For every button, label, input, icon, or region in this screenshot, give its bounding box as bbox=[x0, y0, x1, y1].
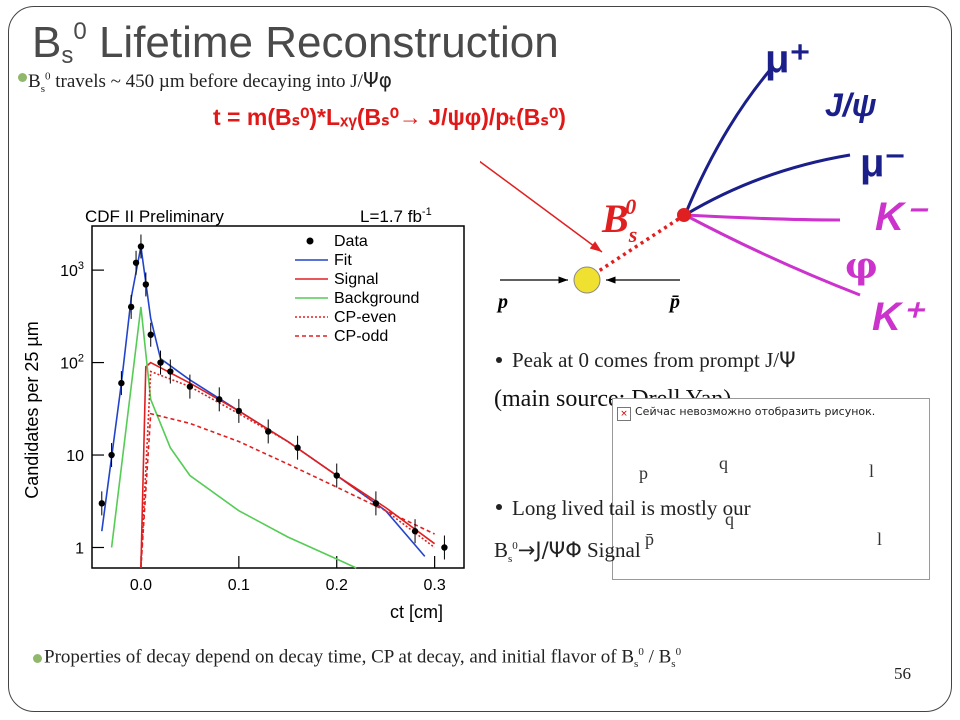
mu-plus-track bbox=[683, 69, 772, 216]
feynman-label: l bbox=[877, 529, 883, 549]
legend-label: CP-even bbox=[334, 309, 396, 326]
y-tick-label: 103 bbox=[60, 260, 84, 280]
bullet-dot bbox=[496, 504, 502, 510]
bs-label: Bs0 bbox=[601, 194, 637, 247]
signal-text: Bs0→J/ΨΦ Signal bbox=[494, 538, 641, 566]
data-point bbox=[186, 383, 194, 390]
data-point bbox=[137, 243, 145, 250]
data-point bbox=[411, 528, 419, 535]
data-point bbox=[265, 428, 272, 435]
bs-flight bbox=[587, 216, 681, 280]
y-tick-label: 102 bbox=[60, 353, 84, 373]
pointer-arrow bbox=[480, 160, 603, 253]
plot-header-left: CDF II Preliminary bbox=[85, 207, 224, 226]
data-point bbox=[157, 359, 164, 366]
data-point bbox=[441, 544, 448, 551]
x-tick-label: 0.0 bbox=[130, 577, 152, 594]
k-minus-label: K⁻ bbox=[875, 195, 929, 239]
proton-label: p bbox=[496, 291, 508, 313]
broken-image-alt-text: Сейчас невозможно отобразить рисунок. bbox=[635, 405, 876, 418]
decay-properties-text: Properties of decay depend on decay time… bbox=[44, 646, 682, 671]
plot-legend: Data Fit Signal Background CP-even CP-odd bbox=[295, 233, 419, 345]
series-cp-odd-curve bbox=[140, 412, 435, 569]
data-point bbox=[108, 451, 115, 459]
mu-minus-label: μ⁻ bbox=[860, 141, 906, 185]
data-point bbox=[118, 379, 125, 387]
mu-plus-label: μ⁺ bbox=[765, 37, 811, 81]
plot-header-right: L=1.7 fb-1 bbox=[360, 206, 432, 226]
data-point bbox=[147, 331, 154, 338]
y-ticks: 1 10 102 103 bbox=[60, 260, 104, 557]
legend-label: Data bbox=[334, 233, 368, 250]
plot-points bbox=[98, 234, 448, 560]
legend-marker bbox=[306, 237, 314, 245]
feynman-label: q bbox=[725, 509, 734, 529]
x-axis-label: ct [cm] bbox=[390, 602, 443, 622]
phi-label: φ bbox=[845, 245, 878, 287]
slide-title: Bs0 Lifetime Reconstruction bbox=[32, 18, 559, 69]
antiproton-label: p̄ bbox=[668, 291, 680, 313]
slide-frame bbox=[8, 6, 952, 712]
data-point bbox=[132, 259, 140, 266]
legend-label: CP-odd bbox=[334, 328, 388, 345]
broken-image-placeholder: × Сейчас невозможно отобразить рисунок. … bbox=[612, 398, 930, 580]
y-tick-label: 1 bbox=[75, 540, 84, 557]
page-number: 56 bbox=[894, 664, 911, 683]
data-point bbox=[235, 407, 243, 415]
plot-frame bbox=[91, 225, 465, 569]
k-plus-label: K⁺ bbox=[872, 295, 926, 339]
data-point bbox=[142, 281, 150, 288]
decay-diagram: μ⁺ J/ψ μ⁻ Bs0 K⁻ φ K⁺ p p̄ bbox=[480, 37, 929, 339]
data-point bbox=[333, 472, 340, 479]
peak-explanation: Peak at 0 comes from prompt J/Ψ bbox=[512, 348, 796, 372]
series-background-curve bbox=[110, 306, 357, 569]
tail-explanation: Long lived tail is mostly our bbox=[512, 496, 751, 520]
x-ticks: 0.0 0.1 0.2 0.3 bbox=[130, 556, 446, 594]
decay-vertex bbox=[677, 208, 691, 222]
x-tick-label: 0.3 bbox=[424, 577, 446, 594]
bullet-dot bbox=[496, 357, 502, 363]
data-point bbox=[372, 500, 380, 507]
bullet-dot bbox=[33, 654, 42, 663]
legend-label: Signal bbox=[334, 271, 378, 288]
data-point bbox=[127, 303, 135, 311]
y-tick-label: 10 bbox=[66, 448, 84, 465]
lifetime-formula: t = m(Bₛ⁰)*Lₓᵧ(Bₛ⁰→ J/ψφ)/pₜ(Bₛ⁰) bbox=[213, 104, 566, 130]
legend-label: Fit bbox=[334, 252, 352, 269]
bullet-dot bbox=[18, 73, 27, 82]
data-point bbox=[216, 396, 223, 403]
data-point bbox=[98, 500, 105, 507]
k-plus-track bbox=[684, 213, 861, 297]
travel-distance-text: Bs0 travels ~ 450 µm before decaying int… bbox=[28, 68, 392, 95]
legend-label: Background bbox=[334, 290, 419, 307]
mu-minus-track bbox=[684, 153, 851, 217]
y-axis-label: Candidates per 25 µm bbox=[22, 321, 42, 498]
feynman-label: q bbox=[719, 453, 728, 473]
k-minus-track bbox=[684, 213, 841, 222]
broken-image-icon: × bbox=[617, 407, 631, 421]
collision-point bbox=[573, 266, 601, 294]
lifetime-plot: CDF II Preliminary L=1.7 fb-1 Candidates… bbox=[22, 206, 465, 622]
data-point bbox=[167, 368, 174, 375]
feynman-label: l bbox=[869, 461, 875, 481]
feynman-label: p̄ bbox=[645, 529, 654, 549]
jpsi-label: J/ψ bbox=[825, 87, 877, 123]
data-point bbox=[294, 444, 301, 451]
feynman-label: p bbox=[639, 463, 648, 483]
x-tick-label: 0.2 bbox=[326, 577, 348, 594]
x-tick-label: 0.1 bbox=[228, 577, 250, 594]
